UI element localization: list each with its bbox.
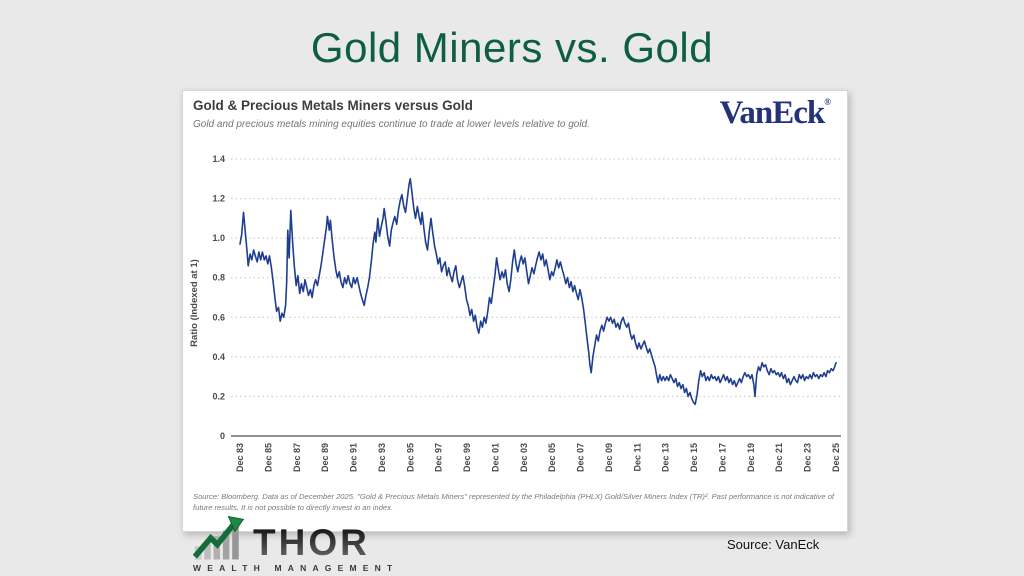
svg-text:Dec 99: Dec 99	[462, 443, 472, 472]
thor-wealth-management-logo: THOR WEALTH MANAGEMENT	[193, 516, 393, 573]
svg-text:Dec 15: Dec 15	[689, 443, 699, 472]
svg-text:Dec 17: Dec 17	[717, 443, 727, 472]
svg-text:Dec 05: Dec 05	[547, 443, 557, 472]
svg-text:Dec 95: Dec 95	[405, 443, 415, 472]
page-title: Gold Miners vs. Gold	[310, 24, 714, 71]
svg-text:0.8: 0.8	[212, 273, 225, 283]
svg-text:0.4: 0.4	[212, 352, 225, 362]
ratio-line-chart: 0 0.2 0.4 0.6 0.8 1.0 1.2 1.4 Dec 83 Dec 85 Dec 87…	[183, 143, 849, 495]
svg-text:Dec 13: Dec 13	[661, 443, 671, 472]
svg-text:Ratio (Indexed at 1): Ratio (Indexed at 1)	[189, 259, 200, 347]
svg-text:Dec 19: Dec 19	[746, 443, 756, 472]
chart-title: Gold & Precious Metals Miners versus Gol…	[193, 98, 473, 113]
svg-text:1.2: 1.2	[212, 194, 225, 204]
vaneck-chart-card: Gold & Precious Metals Miners versus Gol…	[182, 90, 848, 532]
svg-text:Dec 93: Dec 93	[377, 443, 387, 472]
source-note: Source: VanEck	[727, 537, 820, 552]
chart-subtitle: Gold and precious metals mining equities…	[193, 119, 590, 130]
svg-text:0: 0	[220, 431, 225, 441]
svg-text:Dec 01: Dec 01	[490, 443, 500, 472]
svg-text:Dec 25: Dec 25	[831, 443, 841, 472]
svg-text:Dec 83: Dec 83	[235, 443, 245, 472]
registered-trademark-icon: ®	[824, 97, 831, 107]
svg-text:Dec 09: Dec 09	[604, 443, 614, 472]
svg-text:Dec 87: Dec 87	[292, 443, 302, 472]
svg-text:Dec 91: Dec 91	[349, 443, 359, 472]
svg-text:Dec 03: Dec 03	[519, 443, 529, 472]
vaneck-wordmark: VanEck	[719, 95, 826, 131]
svg-text:1.0: 1.0	[212, 233, 225, 243]
svg-text:0.2: 0.2	[212, 391, 225, 401]
svg-text:1.4: 1.4	[212, 154, 225, 164]
svg-text:Dec 89: Dec 89	[320, 443, 330, 472]
chart-footnote: Source: Bloomberg. Data as of December 2…	[193, 492, 835, 513]
svg-text:0.6: 0.6	[212, 312, 225, 322]
thor-bars-arrow-icon	[193, 516, 245, 560]
svg-text:Dec 07: Dec 07	[576, 443, 586, 472]
vaneck-logo: VanEck®	[720, 95, 831, 132]
thor-tagline: WEALTH MANAGEMENT	[193, 563, 399, 573]
svg-text:Dec 23: Dec 23	[803, 443, 813, 472]
svg-text:Dec 21: Dec 21	[774, 443, 784, 472]
svg-text:Dec 97: Dec 97	[434, 443, 444, 472]
svg-text:Dec 85: Dec 85	[263, 443, 273, 472]
svg-text:Dec 11: Dec 11	[632, 443, 642, 472]
thor-wordmark: THOR	[253, 521, 370, 563]
